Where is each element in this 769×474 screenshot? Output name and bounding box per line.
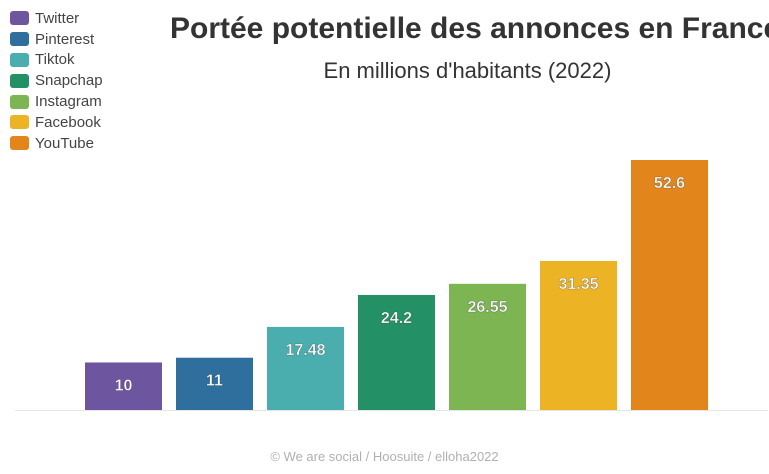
legend-item: Instagram	[10, 91, 103, 112]
bar-pinterest	[176, 357, 253, 410]
legend-item: Twitter	[10, 8, 103, 29]
chart-title: Portée potentielle des annonces en Franc…	[170, 12, 769, 45]
legend-item: Snapchap	[10, 70, 103, 91]
legend-swatch	[10, 32, 29, 47]
legend: Twitter Pinterest Tiktok Snapchap Instagram F…	[10, 8, 103, 154]
data-label: 10	[115, 377, 133, 394]
legend-swatch	[10, 94, 29, 109]
legend-swatch	[10, 73, 29, 88]
data-label: 24.2	[381, 310, 412, 327]
bar-facebook	[540, 260, 617, 410]
bar-tiktok	[267, 326, 344, 410]
legend-label: Twitter	[35, 9, 80, 27]
legend-label: Facebook	[35, 113, 101, 131]
data-label: 31.35	[558, 276, 598, 293]
legend-swatch	[10, 11, 29, 26]
legend-swatch	[10, 136, 29, 151]
bar-snapchap	[358, 294, 435, 410]
bar-instagram	[449, 283, 526, 410]
legend-label: Pinterest	[35, 30, 95, 48]
legend-item: Facebook	[10, 112, 103, 133]
legend-item: Tiktok	[10, 50, 103, 71]
bar-twitter	[85, 362, 162, 410]
legend-swatch	[10, 52, 29, 67]
bar-youtube	[631, 160, 708, 410]
legend-label: Tiktok	[35, 51, 75, 69]
legend-label: YouTube	[35, 134, 94, 152]
source-credit: © We are social / Hoosuite / elloha2022	[270, 449, 499, 464]
legend-label: Snapchap	[35, 72, 103, 90]
chart-subtitle: En millions d'habitants (2022)	[323, 58, 612, 83]
data-label: 52.6	[654, 175, 685, 192]
legend-swatch	[10, 115, 29, 130]
data-label: 17.48	[285, 342, 325, 359]
data-label: 11	[206, 373, 223, 390]
legend-item: YouTube	[10, 133, 103, 154]
legend-item: Pinterest	[10, 29, 103, 50]
data-label: 26.55	[467, 299, 507, 316]
legend-label: Instagram	[35, 93, 102, 111]
